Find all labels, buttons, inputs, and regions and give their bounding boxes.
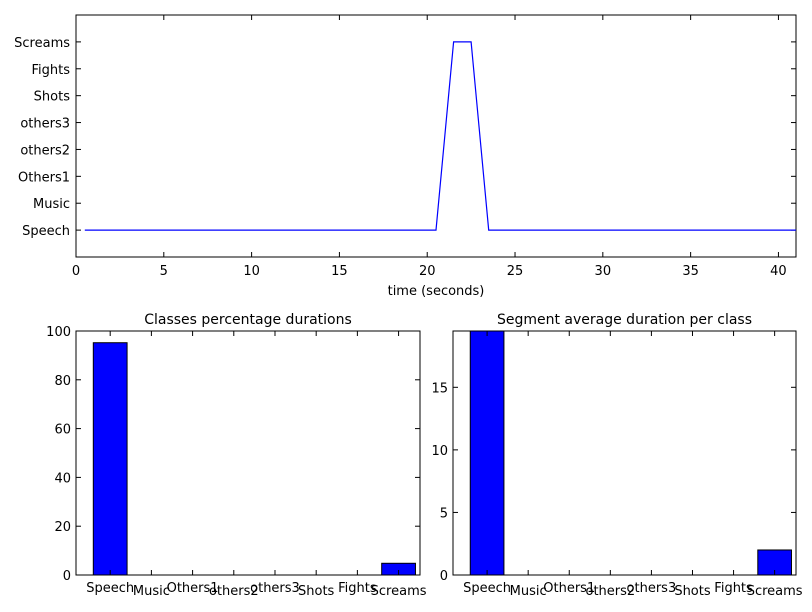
- percentage-bar-y-tick-label: 60: [54, 423, 71, 438]
- segment-bar-x-tick-label: Fights: [714, 581, 753, 596]
- percentage-bar-y-tick-label: 100: [46, 325, 71, 340]
- timeline-x-tick-label: 35: [682, 264, 699, 279]
- segment-bar-chart: 0 5 10 15 SpeechMusicOthers1others2others3Sh…: [431, 312, 802, 599]
- timeline-y-tick-label: Others1: [18, 170, 70, 185]
- segment-bar-y-tick-label: 15: [431, 381, 448, 396]
- percentage-bar-x-tick-label: Fights: [338, 581, 377, 596]
- percentage-bar-y-tick-label: 80: [54, 374, 71, 389]
- segment-bar-bar: [469, 330, 505, 576]
- percentage-bar-x-tick-label: Screams: [371, 584, 427, 599]
- timeline-y-tick-label: Shots: [34, 90, 71, 105]
- percentage-bar-bar: [92, 342, 128, 576]
- timeline-x-tick-label: 40: [770, 264, 787, 279]
- timeline-x-tick-label: 25: [507, 264, 524, 279]
- percentage-bar-x-tick-label: others2: [209, 584, 259, 599]
- percentage-bar-x-tick-label: Others1: [167, 581, 219, 596]
- timeline-y-tick-label: others2: [20, 143, 70, 158]
- segment-bar-y-tick-label: 5: [440, 506, 448, 521]
- segment-bar-x-tick-label: Others1: [543, 581, 595, 596]
- segment-bar-title: Segment average duration per class: [497, 312, 752, 328]
- percentage-bar-y-tick-label: 20: [54, 520, 71, 535]
- timeline-x-tick-label: 0: [72, 264, 80, 279]
- timeline-x-tick-label: 10: [243, 264, 260, 279]
- percentage-bar-x-tick-label: Speech: [86, 581, 134, 596]
- segment-bar-x-tick-label: Screams: [747, 584, 803, 599]
- segment-bar-y-tick-label: 0: [440, 569, 448, 584]
- timeline-y-tick-label: Screams: [14, 36, 70, 51]
- timeline-series-line: [84, 41, 796, 231]
- segment-bar-plot-frame: [452, 330, 797, 576]
- percentage-bar-plot-frame: [75, 330, 421, 576]
- timeline-x-tick-label: 30: [595, 264, 612, 279]
- segment-bar-x-tick-label: Music: [510, 584, 547, 599]
- segment-bar-x-tick-label: Shots: [674, 584, 711, 599]
- timeline-x-tick-label: 20: [419, 264, 436, 279]
- timeline-y-tick-label: Speech: [22, 224, 70, 239]
- timeline-y-tick-label: Fights: [31, 63, 70, 78]
- percentage-bar-y-tick-label: 40: [54, 471, 71, 486]
- percentage-bar-x-tick-label: Music: [133, 584, 170, 599]
- segment-bar-x-tick-label: others3: [627, 581, 677, 596]
- segment-bar-y-tick-label: 10: [431, 444, 448, 459]
- segment-bar-x-tick-label: others2: [585, 584, 635, 599]
- percentage-bar-title: Classes percentage durations: [144, 312, 352, 328]
- timeline-plot-frame: [75, 14, 797, 258]
- timeline-x-tick-label: 5: [160, 264, 168, 279]
- percentage-bar-x-tick-label: others3: [250, 581, 300, 596]
- timeline-chart: 0 5 10 15 20 25 30 35 40 Speech Music Others1 others…: [14, 14, 797, 299]
- timeline-x-axis-label: time (seconds): [388, 284, 485, 299]
- segment-bar-x-tick-label: Speech: [463, 581, 511, 596]
- percentage-bar-x-tick-label: Shots: [298, 584, 335, 599]
- timeline-x-tick-label: 15: [331, 264, 348, 279]
- timeline-y-tick-label: Music: [33, 197, 70, 212]
- timeline-y-tick-label: others3: [20, 117, 70, 132]
- segment-bar-bar: [757, 549, 792, 576]
- percentage-bar-chart: 0 20 40 60 80 100 SpeechMusicOthers1others2oth…: [46, 312, 427, 599]
- percentage-bar-y-tick-label: 0: [63, 569, 71, 584]
